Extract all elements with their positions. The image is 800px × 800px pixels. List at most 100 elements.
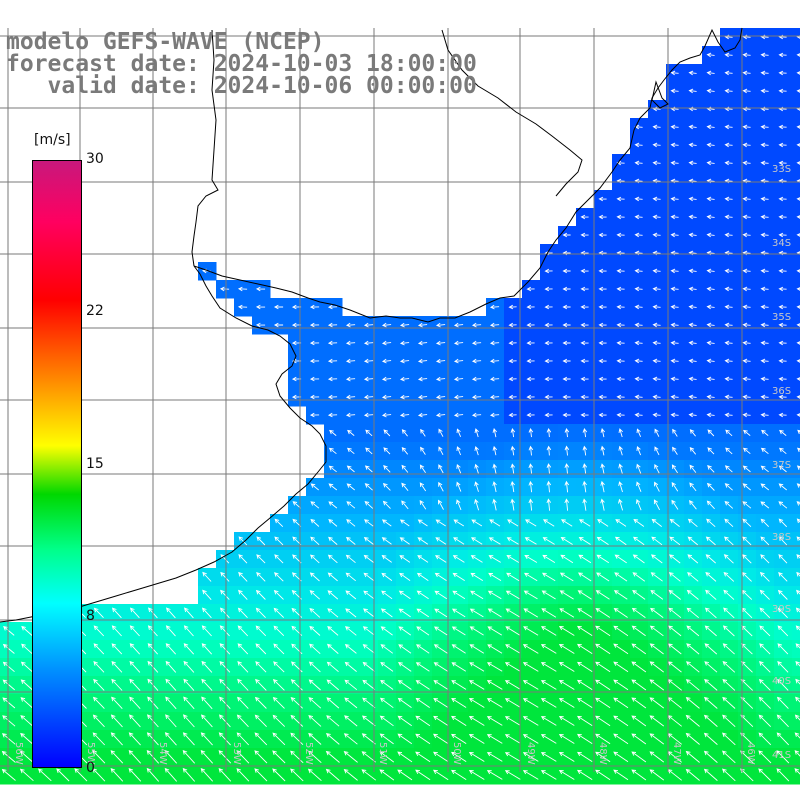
- wind-arrow: [487, 590, 502, 600]
- wind-arrow: [417, 412, 428, 418]
- wind-arrow: [309, 358, 320, 364]
- wind-arrow: [326, 679, 339, 691]
- wind-arrow: [416, 572, 429, 581]
- wind-arrow: [309, 340, 320, 346]
- wind-arrow: [634, 214, 643, 220]
- wind-arrow: [760, 88, 769, 94]
- wind-arrow: [706, 518, 716, 528]
- wind-arrow: [598, 322, 607, 328]
- wind-arrow: [742, 483, 751, 491]
- wind-arrow: [595, 679, 611, 691]
- wind-arrow: [128, 750, 142, 764]
- wind-arrow: [487, 608, 502, 618]
- wind-arrow: [614, 536, 627, 546]
- wind-arrow: [760, 304, 769, 310]
- wind-arrow: [273, 643, 285, 655]
- wind-arrow: [309, 625, 321, 636]
- wind-arrow: [522, 752, 539, 762]
- wind-arrow: [670, 322, 679, 328]
- lon-label: 53W: [231, 742, 242, 765]
- wind-arrow: [219, 678, 231, 691]
- border-brazil-uruguay: [441, 29, 583, 197]
- wind-arrow: [110, 750, 124, 764]
- wind-arrow: [778, 572, 788, 582]
- wind-arrow: [19, 768, 34, 782]
- wind-arrow: [1, 733, 16, 745]
- wind-arrow: [670, 340, 679, 346]
- wind-arrow: [417, 340, 428, 346]
- wind-arrow: [380, 608, 393, 618]
- wind-arrow: [237, 286, 248, 292]
- wind-arrow: [631, 715, 647, 727]
- wind-arrow: [415, 733, 431, 745]
- wind-arrow: [273, 322, 284, 328]
- wind-arrow: [724, 500, 734, 509]
- wind-cell: [792, 568, 800, 587]
- wind-arrow: [508, 304, 517, 310]
- wind-arrow: [129, 643, 141, 655]
- wind-arrow: [255, 625, 267, 637]
- wind-arrow: [564, 445, 570, 456]
- wind-arrow: [742, 322, 751, 328]
- wind-arrow: [468, 716, 485, 726]
- wind-arrow: [779, 429, 787, 436]
- wind-arrow: [111, 607, 122, 619]
- wind-arrow: [577, 590, 592, 600]
- wind-arrow: [129, 660, 141, 673]
- wind-arrow: [671, 482, 679, 492]
- wind-arrow: [346, 501, 356, 509]
- wind-arrow: [582, 480, 587, 493]
- wind-arrow: [398, 662, 412, 672]
- lon-label: 52W: [303, 742, 314, 765]
- wind-arrow: [760, 554, 770, 564]
- wind-arrow: [290, 750, 304, 764]
- wind-arrow: [544, 322, 553, 328]
- wind-arrow: [401, 464, 409, 473]
- wind-arrow: [613, 715, 629, 727]
- wind-arrow: [596, 572, 610, 582]
- wind-arrow: [506, 572, 520, 582]
- wind-arrow: [634, 232, 643, 238]
- wind-arrow: [379, 751, 395, 763]
- wind-arrow: [724, 340, 733, 346]
- wind-arrow: [616, 322, 625, 328]
- wind-arrow: [558, 644, 575, 654]
- wind-arrow: [582, 498, 587, 511]
- wind-arrow: [544, 412, 553, 418]
- wind-arrow: [706, 412, 715, 418]
- wind-arrow: [417, 376, 428, 382]
- wind-arrow: [344, 644, 357, 654]
- wind-arrow: [670, 358, 679, 364]
- wind-arrow: [707, 447, 715, 455]
- colorbar-tick-8: 8: [86, 608, 95, 624]
- wind-arrow: [492, 445, 498, 456]
- wind-arrow: [652, 268, 661, 274]
- wind-arrow: [200, 750, 214, 764]
- wind-arrow: [598, 268, 607, 274]
- wind-arrow: [165, 714, 177, 728]
- wind-arrow: [703, 696, 718, 709]
- wind-arrow: [724, 412, 733, 418]
- wind-arrow: [453, 358, 464, 364]
- wind-arrow: [758, 732, 772, 746]
- wind-arrow: [742, 304, 751, 310]
- wind-arrow: [580, 394, 589, 400]
- wind-arrow: [795, 643, 800, 649]
- wind-arrow: [523, 626, 539, 636]
- wind-arrow: [631, 679, 647, 691]
- wind-arrow: [706, 500, 715, 510]
- wind-arrow: [759, 589, 770, 600]
- wind-arrow: [724, 322, 733, 328]
- wind-cell: [792, 46, 800, 65]
- wind-arrow: [560, 554, 574, 564]
- wind-arrow: [182, 732, 195, 746]
- wind-arrow: [451, 680, 467, 690]
- wind-arrow: [237, 625, 249, 637]
- wind-arrow: [433, 697, 449, 708]
- wind-arrow: [272, 679, 285, 691]
- wind-arrow: [452, 590, 466, 600]
- wind-arrow: [363, 572, 375, 582]
- wind-arrow: [165, 643, 177, 655]
- wind-arrow: [636, 446, 642, 456]
- wind-arrow: [379, 715, 394, 727]
